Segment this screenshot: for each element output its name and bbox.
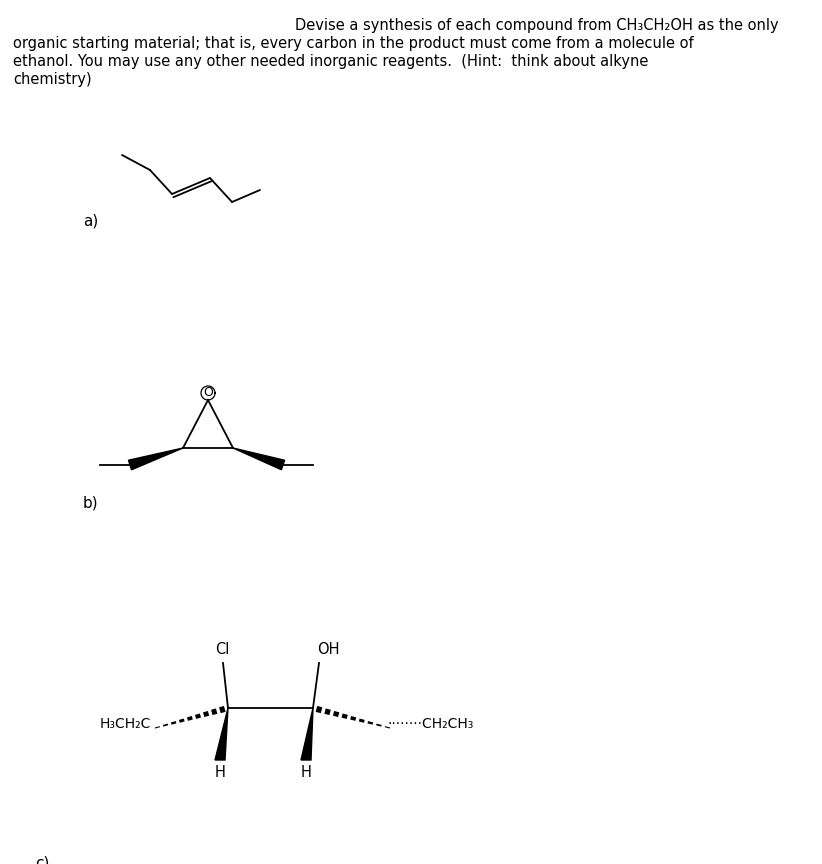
- Text: ethanol. You may use any other needed inorganic reagents.  (Hint:  think about a: ethanol. You may use any other needed in…: [13, 54, 649, 69]
- Polygon shape: [215, 708, 228, 760]
- Text: H: H: [301, 765, 312, 780]
- Polygon shape: [233, 448, 284, 470]
- Text: a): a): [83, 213, 99, 228]
- Text: OH: OH: [317, 642, 339, 657]
- Polygon shape: [128, 448, 183, 470]
- Text: c): c): [35, 856, 49, 864]
- Text: b): b): [83, 496, 99, 511]
- Text: chemistry): chemistry): [13, 72, 91, 87]
- Text: organic starting material; that is, every carbon in the product must come from a: organic starting material; that is, ever…: [13, 36, 694, 51]
- Text: H: H: [215, 765, 225, 780]
- Text: Devise a synthesis of each compound from CH₃CH₂OH as the only: Devise a synthesis of each compound from…: [295, 18, 778, 33]
- Text: O: O: [203, 386, 213, 399]
- Polygon shape: [301, 708, 313, 760]
- Text: Cl: Cl: [215, 642, 229, 657]
- Text: H₃CH₂C: H₃CH₂C: [100, 717, 151, 731]
- Text: ········CH₂CH₃: ········CH₂CH₃: [387, 717, 473, 731]
